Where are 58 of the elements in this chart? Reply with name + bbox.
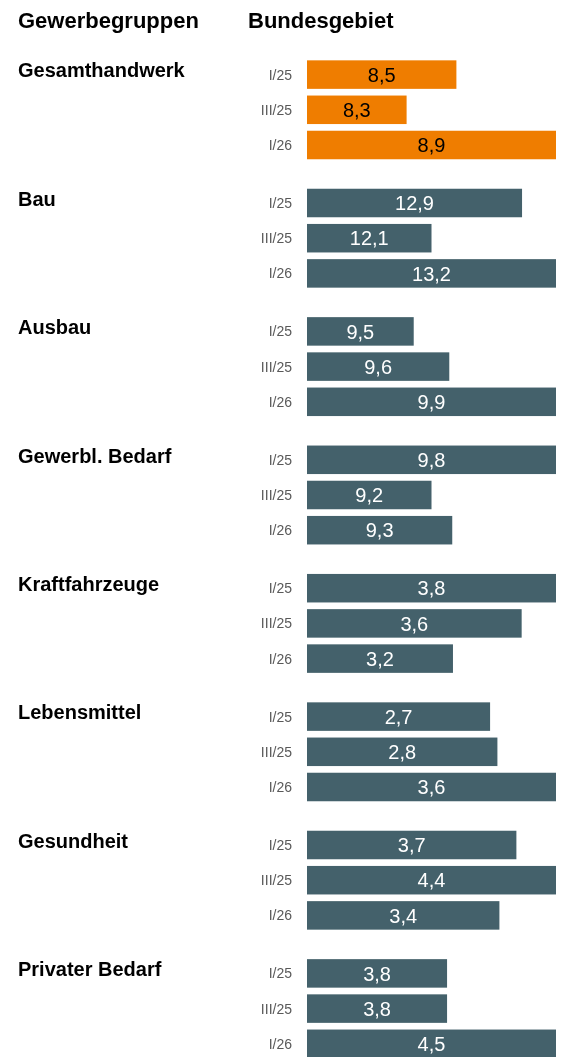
data-label: 8,9 (417, 134, 446, 157)
y-tick-label: I/25 (268, 66, 293, 83)
y-tick-label: I/26 (268, 265, 293, 282)
data-label: 2,7 (384, 705, 413, 728)
data-label: 3,2 (366, 647, 394, 670)
y-axis-title: Ausbau (18, 316, 92, 339)
data-label: 9,3 (365, 519, 394, 542)
y-axis-title: Gesamthandwerk (18, 59, 186, 82)
y-tick-label: I/26 (268, 1035, 293, 1052)
y-tick-label: III/25 (260, 872, 293, 889)
data-label: 2,8 (388, 741, 417, 763)
y-tick-label: I/25 (268, 323, 293, 340)
data-label: 9,2 (355, 484, 384, 507)
y-tick-label: I/25 (268, 451, 293, 468)
y-tick-label: III/25 (260, 743, 293, 760)
data-label: 3,8 (363, 962, 391, 985)
data-label: 8,5 (367, 63, 396, 86)
y-tick-label: III/25 (260, 101, 293, 118)
data-label: 12,9 (395, 192, 434, 215)
y-tick-label: I/25 (268, 195, 293, 212)
y-tick-label: I/26 (268, 907, 293, 924)
y-axis-title: Gewerbl. Bedarf (18, 444, 172, 467)
y-tick-label: I/25 (268, 708, 293, 725)
y-tick-label: III/25 (260, 230, 293, 247)
data-label: 3,7 (397, 834, 426, 857)
data-label: 9,8 (417, 449, 446, 471)
y-tick-label: I/26 (268, 779, 293, 796)
y-axis-title: Gesundheit (18, 829, 129, 852)
data-label: 9,6 (364, 355, 393, 378)
y-tick-label: I/25 (268, 837, 293, 854)
data-label: 3,8 (363, 997, 391, 1020)
data-label: 4,4 (417, 869, 446, 892)
y-tick-label: I/26 (268, 393, 293, 410)
y-tick-label: I/26 (268, 650, 293, 667)
data-label: 3,8 (417, 577, 446, 600)
y-tick-label: I/25 (268, 580, 293, 597)
data-label: 9,5 (346, 320, 375, 343)
y-tick-label: I/25 (268, 965, 293, 982)
data-label: 12,1 (349, 227, 389, 250)
data-label: 3,4 (389, 904, 418, 927)
y-tick-label: I/26 (268, 137, 293, 154)
y-tick-label: III/25 (260, 1000, 293, 1017)
y-axis-title: Privater Bedarf (18, 958, 162, 981)
data-label: 8,3 (342, 99, 371, 121)
data-label: 4,5 (417, 1033, 446, 1055)
data-label: 3,6 (417, 776, 446, 799)
y-tick-label: III/25 (260, 487, 293, 504)
y-axis-title: Kraftfahrzeuge (18, 572, 160, 595)
y-axis-title: Bau (18, 187, 56, 210)
data-label: 9,9 (417, 391, 446, 413)
text: Gewerbegruppen (18, 8, 199, 33)
y-tick-label: III/25 (260, 358, 293, 375)
y-tick-label: III/25 (260, 615, 293, 632)
y-tick-label: I/26 (268, 522, 293, 539)
data-label: 13,2 (412, 262, 451, 285)
y-axis-title: Lebensmittel (18, 701, 142, 724)
data-label: 3,6 (400, 612, 429, 635)
text: Bundesgebiet (248, 8, 395, 33)
